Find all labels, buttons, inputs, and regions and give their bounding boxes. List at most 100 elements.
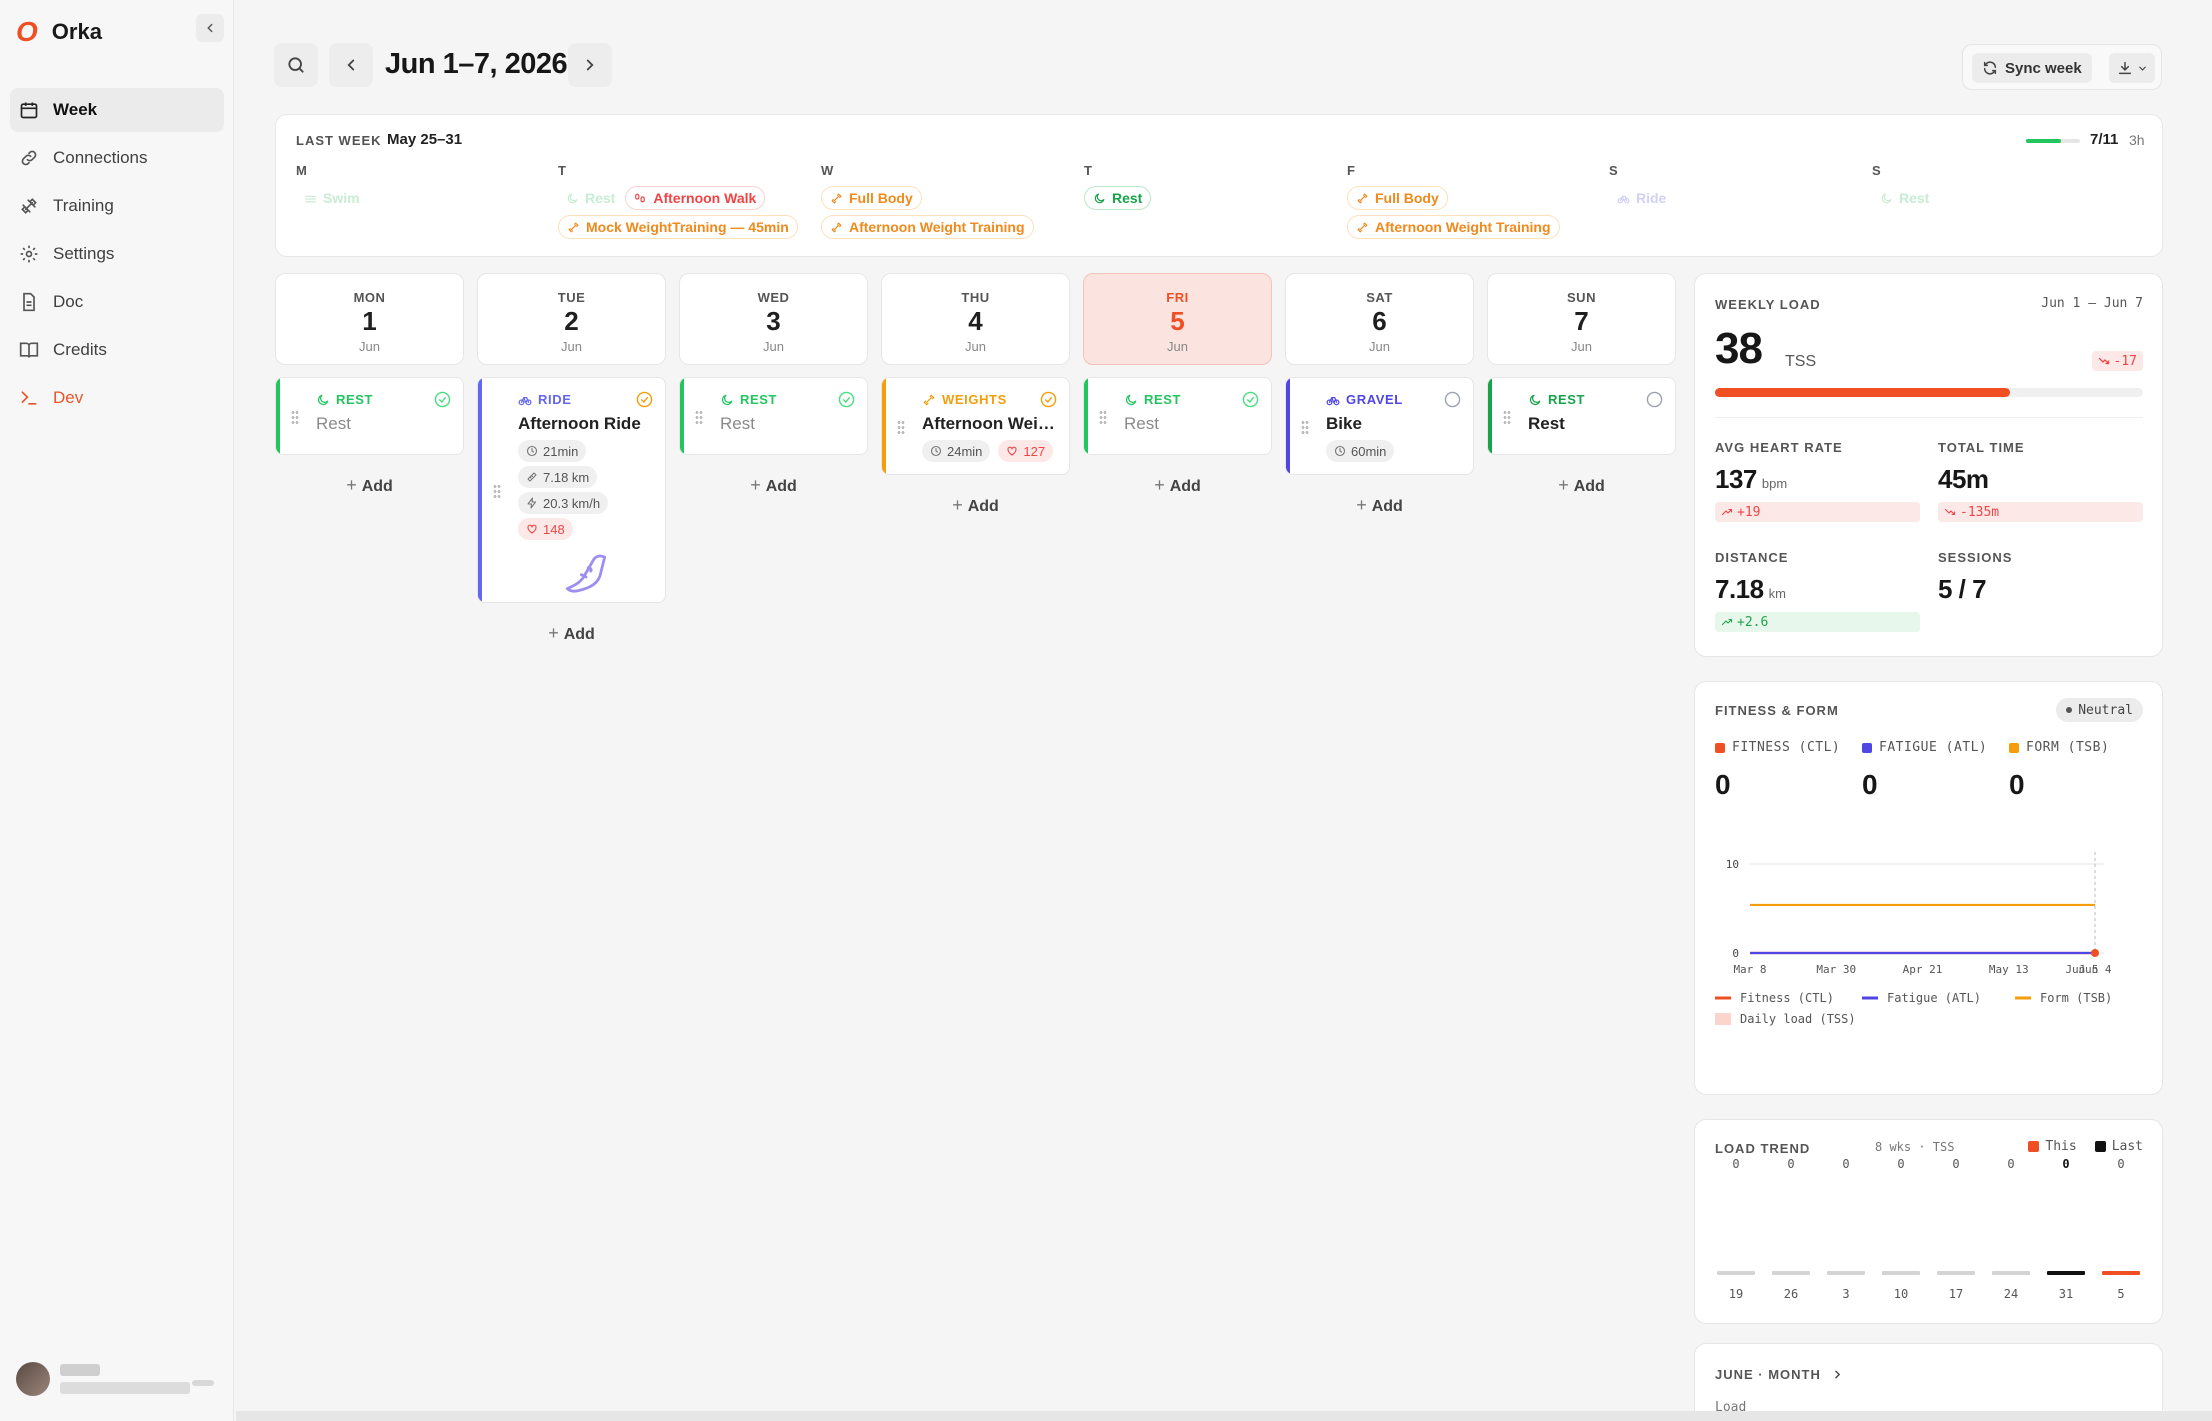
- last-week-workout-chip[interactable]: Ride: [1609, 186, 1674, 210]
- moon-icon: [567, 193, 578, 203]
- plus-icon: +: [952, 495, 963, 515]
- user-profile[interactable]: [16, 1362, 190, 1396]
- last-week-workout-chip[interactable]: Afternoon Walk: [625, 186, 766, 210]
- incomplete-circle-icon[interactable]: [1646, 391, 1663, 408]
- weekly-stat: SESSIONS 5 / 7: [1938, 550, 2143, 605]
- sync-week-label: Sync week: [2005, 59, 2082, 77]
- bar[interactable]: [1772, 1271, 1810, 1275]
- last-week-workout-chip[interactable]: Mock WeightTraining — 45min: [558, 215, 798, 239]
- add-workout-button[interactable]: + Add: [1487, 475, 1676, 496]
- sidebar-item-label: Dev: [53, 388, 84, 407]
- add-workout-button[interactable]: + Add: [1285, 495, 1474, 516]
- fitness-form-title: FITNESS & FORM: [1715, 703, 1839, 718]
- day-header-sat[interactable]: SAT 6 Jun: [1285, 273, 1474, 365]
- last-week-workout-chip[interactable]: Afternoon Weight Training: [1347, 215, 1560, 239]
- workout-stat: 60min: [1326, 440, 1395, 462]
- drag-handle-icon[interactable]: [897, 420, 905, 434]
- add-workout-button[interactable]: + Add: [275, 475, 464, 496]
- last-week-workout-chip[interactable]: Afternoon Weight Training: [821, 215, 1034, 239]
- bar[interactable]: [1992, 1271, 2030, 1275]
- last-week-day: W Full Body Afternoon Weight Training: [821, 163, 1081, 244]
- completed-check-icon[interactable]: [838, 391, 855, 408]
- add-workout-button[interactable]: + Add: [1083, 475, 1272, 496]
- sidebar-item-week[interactable]: Week: [10, 88, 224, 132]
- search-button[interactable]: [274, 43, 318, 87]
- workout-card[interactable]: REST Rest: [1487, 377, 1676, 455]
- bar[interactable]: [1882, 1271, 1920, 1275]
- day-header-thu[interactable]: THU 4 Jun: [881, 273, 1070, 365]
- moon-icon: [1094, 193, 1105, 203]
- workout-card[interactable]: GRAVEL Bike 60min: [1285, 377, 1474, 475]
- last-week-workout-chip[interactable]: Rest: [558, 186, 623, 210]
- sidebar-item-training[interactable]: Training: [10, 184, 224, 228]
- chevron-left-icon: [207, 23, 213, 33]
- day-header-tue[interactable]: TUE 2 Jun: [477, 273, 666, 365]
- sidebar-item-settings[interactable]: Settings: [10, 232, 224, 276]
- add-label: Add: [563, 626, 595, 643]
- bar[interactable]: [1827, 1271, 1865, 1275]
- drag-handle-icon[interactable]: [695, 410, 703, 424]
- completed-check-icon[interactable]: [636, 391, 653, 408]
- sidebar-item-doc[interactable]: Doc: [10, 280, 224, 324]
- completed-check-icon[interactable]: [1040, 391, 1057, 408]
- incomplete-circle-icon[interactable]: [1444, 391, 1461, 408]
- workout-card[interactable]: WEIGHTS Afternoon Weight Training 24min 127: [881, 377, 1070, 475]
- day-header-wed[interactable]: WED 3 Jun: [679, 273, 868, 365]
- day-header-mon[interactable]: MON 1 Jun: [275, 273, 464, 365]
- sync-week-button[interactable]: Sync week: [1972, 53, 2092, 83]
- drag-handle-icon[interactable]: [1301, 420, 1309, 434]
- day-header-sun[interactable]: SUN 7 Jun: [1487, 273, 1676, 365]
- workout-color-bar: [478, 378, 482, 602]
- completed-check-icon[interactable]: [1242, 391, 1259, 408]
- bar[interactable]: [1937, 1271, 1975, 1275]
- month-panel-header[interactable]: JUNE · MONTH: [1715, 1367, 1844, 1382]
- next-week-button[interactable]: [568, 43, 612, 87]
- export-dropdown-button[interactable]: [2109, 53, 2155, 83]
- chip-label: Ride: [1636, 190, 1667, 206]
- last-week-workout-chip[interactable]: Rest: [1084, 186, 1152, 210]
- last-week-workout-chip[interactable]: Full Body: [821, 186, 922, 210]
- completed-check-icon[interactable]: [434, 391, 451, 408]
- day-name: FRI: [1166, 290, 1189, 305]
- last-week-workout-chip[interactable]: Swim: [296, 186, 368, 210]
- workout-card[interactable]: REST Rest: [679, 377, 868, 455]
- moon-icon: [1881, 193, 1892, 203]
- collapse-sidebar-button[interactable]: [196, 14, 224, 42]
- day-number: 6: [1372, 306, 1387, 336]
- last-week-workout-chip[interactable]: Rest: [1872, 186, 1937, 210]
- drag-handle-icon[interactable]: [493, 484, 501, 498]
- today-point: [2091, 949, 2099, 957]
- day-month: Jun: [1369, 339, 1390, 354]
- stat-unit: bpm: [1761, 476, 1788, 491]
- bar[interactable]: [2047, 1271, 2085, 1275]
- horizontal-scrollbar[interactable]: [236, 1411, 2212, 1421]
- trend-up-icon: [1721, 618, 1733, 626]
- add-workout-button[interactable]: + Add: [679, 475, 868, 496]
- moon-icon: [317, 394, 329, 405]
- drag-handle-icon[interactable]: [291, 410, 299, 424]
- workout-card[interactable]: RIDE Afternoon Ride 21min 7.18 km 20.3 km/h 1…: [477, 377, 666, 603]
- add-workout-button[interactable]: + Add: [881, 495, 1070, 516]
- bar[interactable]: [1717, 1271, 1755, 1275]
- day-name: TUE: [557, 290, 586, 305]
- app-logo[interactable]: O Orka: [16, 18, 102, 46]
- sidebar-item-credits[interactable]: Credits: [10, 328, 224, 372]
- stat-value: 24min: [947, 443, 983, 459]
- drag-handle-icon[interactable]: [1099, 410, 1107, 424]
- add-workout-button[interactable]: + Add: [477, 623, 666, 644]
- user-menu-button[interactable]: [192, 1380, 214, 1386]
- day-header-fri[interactable]: FRI 5 Jun: [1083, 273, 1272, 365]
- workout-card[interactable]: REST Rest: [275, 377, 464, 455]
- previous-week-button[interactable]: [329, 43, 373, 87]
- stat-label: DISTANCE: [1715, 550, 1789, 565]
- stat-value: 137: [1715, 464, 1757, 494]
- workout-card[interactable]: REST Rest: [1083, 377, 1272, 455]
- footprints-icon: [635, 193, 646, 202]
- bar[interactable]: [2102, 1271, 2140, 1275]
- drag-handle-icon[interactable]: [1503, 410, 1511, 424]
- last-week-workout-chip[interactable]: Full Body: [1347, 186, 1448, 210]
- sidebar-item-connections[interactable]: Connections: [10, 136, 224, 180]
- last-week-day-letter: T: [1084, 163, 1092, 178]
- sidebar-item-dev[interactable]: Dev: [10, 376, 224, 420]
- day-number: 2: [564, 306, 579, 336]
